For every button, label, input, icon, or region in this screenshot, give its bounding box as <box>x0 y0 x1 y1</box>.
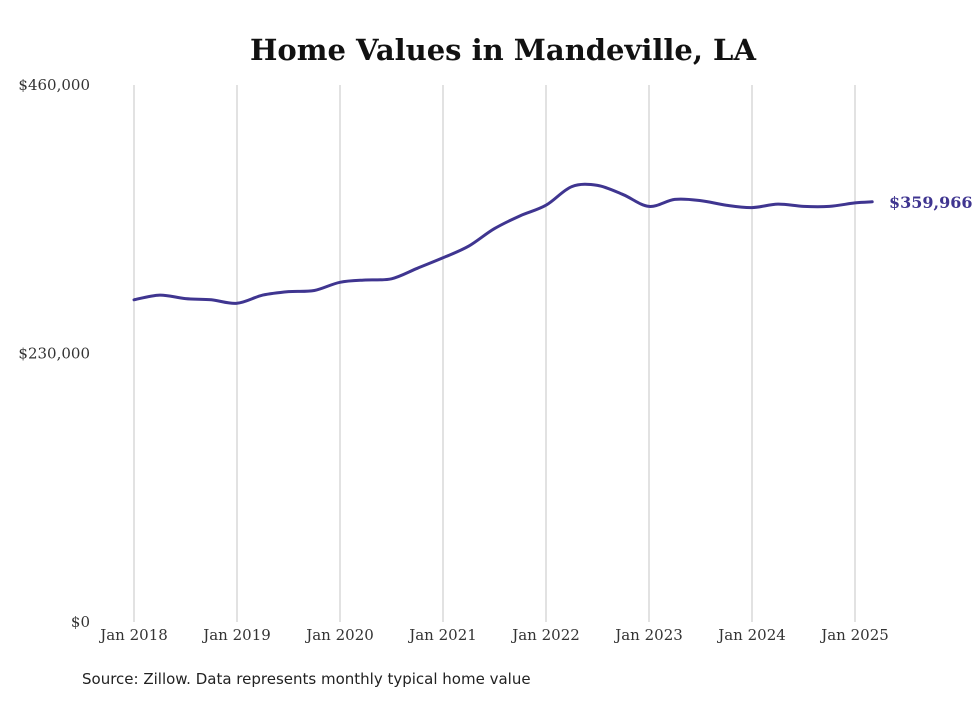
x-tick-label: Jan 2020 <box>304 626 374 644</box>
y-tick-label: $230,000 <box>18 345 90 363</box>
x-tick-label: Jan 2018 <box>98 626 168 644</box>
y-tick-label: $460,000 <box>18 76 90 94</box>
y-tick-label: $0 <box>71 613 90 631</box>
x-tick-label: Jan 2024 <box>716 626 786 644</box>
source-note: Source: Zillow. Data represents monthly … <box>82 670 531 688</box>
grid-lines <box>133 85 856 622</box>
series <box>132 182 874 305</box>
x-tick-label: Jan 2019 <box>201 626 271 644</box>
x-tick-label: Jan 2022 <box>510 626 580 644</box>
x-axis-ticks: Jan 2018 Jan 2019 Jan 2020 Jan 2021 Jan 2022… <box>98 626 889 644</box>
x-tick-label: Jan 2025 <box>819 626 889 644</box>
chart-title: Home Values in Mandeville, LA <box>250 33 756 67</box>
series-line <box>132 182 874 305</box>
x-tick-label: Jan 2021 <box>407 626 477 644</box>
end-value-label: $359,966 <box>889 193 973 212</box>
x-tick-label: Jan 2023 <box>613 626 683 644</box>
y-axis-ticks: $0 $230,000 $460,000 <box>18 76 90 631</box>
